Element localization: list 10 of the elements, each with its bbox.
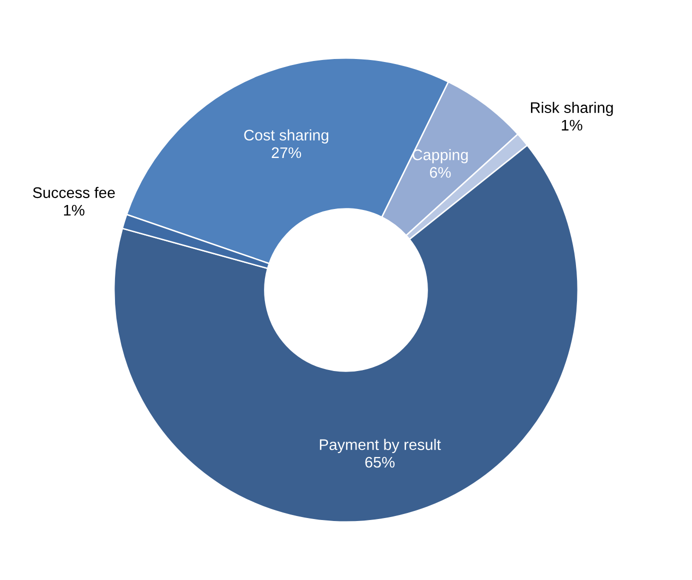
slice-label: Payment by result	[320, 438, 441, 454]
data-label: 6%	[430, 167, 451, 178]
slice-label: Success fee	[32, 186, 115, 198]
slice-label: Cost sharing	[244, 129, 328, 144]
data-label: 1%	[64, 204, 84, 216]
data-label: 65%	[365, 456, 395, 468]
data-label: 1%	[562, 120, 582, 131]
slice-label: Capping	[412, 149, 468, 164]
slice-label: Risk sharing	[530, 102, 613, 116]
data-label: 27%	[272, 147, 302, 158]
